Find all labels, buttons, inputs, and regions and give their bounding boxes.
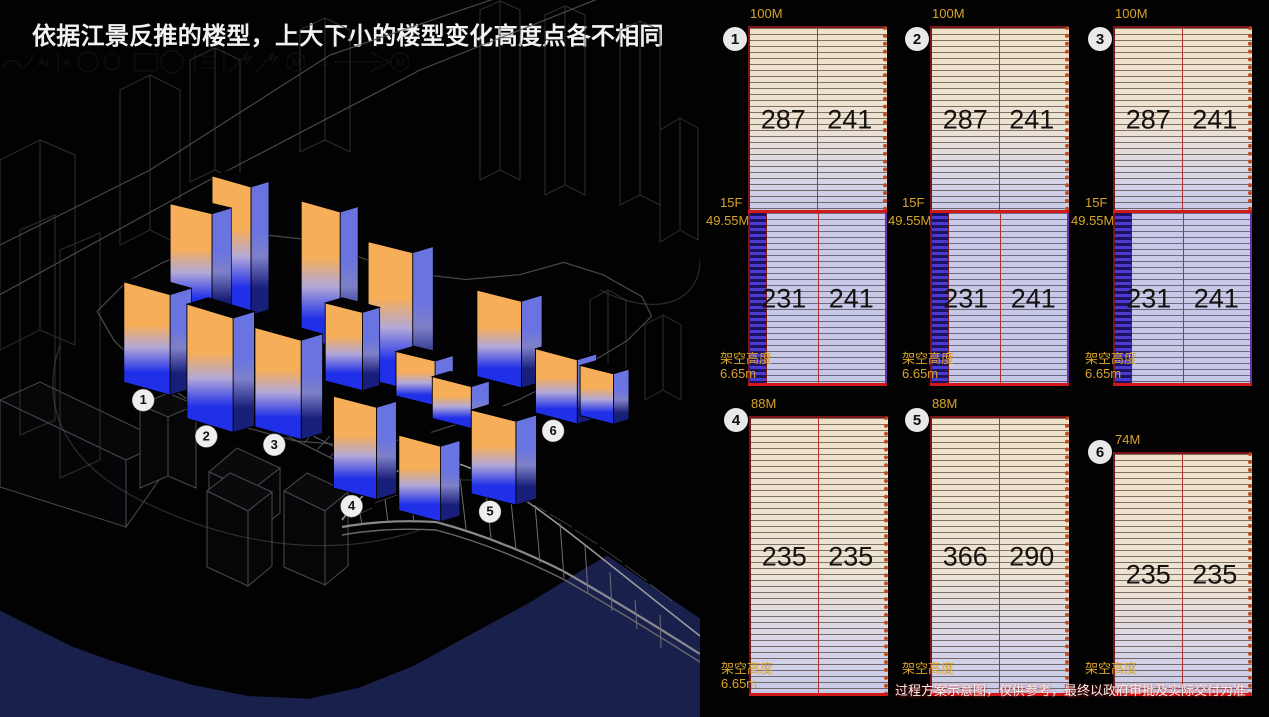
svg-text:5: 5 [486, 504, 493, 519]
svg-text:1: 1 [140, 392, 147, 407]
svg-text:6: 6 [549, 423, 556, 438]
svg-text:3: 3 [271, 437, 278, 452]
svg-text:4: 4 [348, 498, 356, 513]
svg-text:2: 2 [203, 428, 210, 443]
